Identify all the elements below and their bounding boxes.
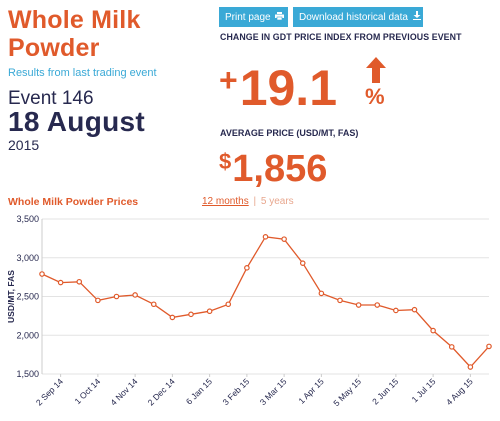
data-point: [132, 292, 138, 298]
range-selector: 12 months | 5 years: [202, 196, 294, 207]
data-point: [337, 297, 343, 304]
data-point: [76, 278, 83, 285]
x-tick-label: 1 Apr 15: [296, 376, 326, 406]
x-tick-label: 4 Aug 15: [444, 376, 475, 407]
print-page-label: Print page: [225, 12, 271, 23]
price-chart-svg: 1,500 2,000 2,500 3,000 3,500 USD/MT, FAS 2 Se…: [6, 214, 492, 408]
change-unit: %: [365, 84, 385, 109]
data-point: [225, 301, 232, 308]
results-subtitle: Results from last trading event: [8, 67, 157, 79]
data-point: [486, 343, 492, 350]
data-point: [393, 307, 399, 314]
average-price-label: AVERAGE PRICE (USD/MT, FAS): [220, 128, 359, 138]
data-point: [318, 290, 325, 297]
series-line: [41, 236, 490, 368]
data-point: [467, 364, 474, 370]
data-point: [355, 302, 362, 308]
product-title-line1: Whole Milk: [8, 6, 141, 34]
change-label: CHANGE IN GDT PRICE INDEX FROM PREVIOUS …: [220, 32, 462, 42]
product-title: Whole Milk Powder: [8, 6, 141, 62]
range-5-years-link[interactable]: 5 years: [260, 196, 294, 207]
data-point: [430, 327, 436, 334]
event-number: Event 146: [8, 88, 94, 109]
range-separator: |: [253, 196, 257, 207]
arrow-up-icon: [366, 57, 386, 83]
x-tick-label: 3 Mar 15: [258, 376, 289, 407]
average-price-value: $1,856: [219, 140, 327, 191]
data-point: [113, 293, 120, 300]
x-tick-label: 6 Jan 15: [184, 376, 214, 406]
x-tick-label: 2 Sep 14: [34, 376, 65, 407]
printer-icon: [275, 12, 285, 22]
data-point: [281, 236, 287, 242]
y-axis-title: USD/MT, FAS: [6, 270, 16, 323]
data-point: [150, 301, 157, 308]
y-tick-label: 1,500: [16, 369, 39, 379]
data-point: [188, 311, 194, 318]
x-tick-label: 3 Feb 15: [220, 376, 251, 407]
data-point: [39, 271, 45, 277]
x-tick-label: 1 Oct 14: [72, 376, 102, 406]
x-tick-label: 2 Dec 14: [146, 376, 177, 407]
data-point: [411, 306, 418, 313]
x-tick-label: 2 Jun 15: [370, 376, 400, 406]
change-sign: +: [219, 62, 238, 98]
currency-symbol: $: [219, 149, 232, 174]
data-point: [95, 297, 101, 304]
price-chart: 1,500 2,000 2,500 3,000 3,500 USD/MT, FAS 2 Se…: [0, 210, 500, 421]
data-point: [244, 265, 250, 271]
data-point: [169, 314, 176, 321]
data-point: [206, 308, 213, 315]
data-point: [374, 302, 381, 308]
x-tick-label: 1 Jul 15: [409, 376, 437, 404]
y-tick-label: 3,500: [16, 214, 39, 224]
product-title-line2: Powder: [8, 34, 100, 62]
y-tick-label: 2,500: [16, 292, 39, 302]
y-tick-label: 2,000: [16, 330, 39, 340]
average-price-number: 1,856: [232, 148, 328, 190]
data-point: [262, 234, 269, 240]
print-page-button[interactable]: Print page: [219, 7, 288, 27]
range-12-months-link[interactable]: 12 months: [202, 196, 249, 207]
download-icon: [412, 11, 421, 22]
x-tick-label: 5 May 15: [331, 376, 363, 408]
download-label: Download historical data: [299, 12, 408, 23]
event-year: 2015: [8, 137, 40, 153]
download-historical-data-button[interactable]: Download historical data: [293, 7, 423, 27]
data-point: [448, 344, 455, 350]
data-point: [299, 260, 306, 266]
data-point: [57, 279, 64, 286]
chart-title: Whole Milk Powder Prices: [8, 196, 139, 208]
x-tick-label: 4 Nov 14: [108, 376, 139, 407]
event-date: 18 August: [8, 106, 146, 137]
change-number: 19.1: [239, 60, 338, 116]
y-tick-label: 3,000: [16, 253, 39, 263]
change-value: +19.1: [219, 50, 337, 118]
